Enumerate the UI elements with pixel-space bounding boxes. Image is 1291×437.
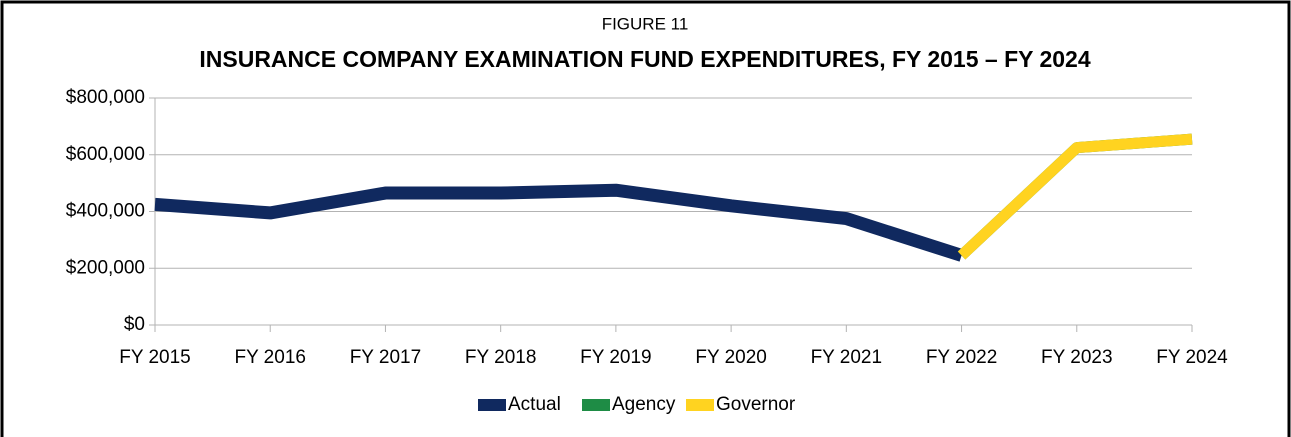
x-tick-label: FY 2020 [695,347,766,368]
series-line [957,133,1193,260]
x-tick-label: FY 2023 [1041,347,1112,368]
x-tick-label: FY 2024 [1156,347,1228,368]
y-tick-label: $800,000 [66,87,145,108]
legend-label: Agency [612,394,676,415]
y-tick-label: $600,000 [66,144,145,165]
x-tick-label: FY 2021 [811,347,882,368]
y-tick-label: $400,000 [66,201,145,222]
chart-subtitle: FIGURE 11 [602,14,689,33]
x-tick-label: FY 2016 [234,347,305,368]
x-tick-label: FY 2017 [350,347,421,368]
legend-label: Actual [508,394,561,415]
x-tick-label: FY 2019 [580,347,651,368]
x-tick-label: FY 2015 [119,347,190,368]
legend-label: Governor [716,394,796,415]
series-line [154,183,964,262]
x-tick-label: FY 2018 [465,347,536,368]
legend-swatch [478,399,506,411]
legend-swatch [686,399,714,411]
y-tick-label: $200,000 [66,257,145,278]
series-line [957,133,1193,260]
y-tick-label: $0 [124,314,145,335]
x-tick-label: FY 2022 [926,347,997,368]
legend-swatch [582,399,610,411]
chart-title: INSURANCE COMPANY EXAMINATION FUND EXPEN… [199,46,1090,72]
